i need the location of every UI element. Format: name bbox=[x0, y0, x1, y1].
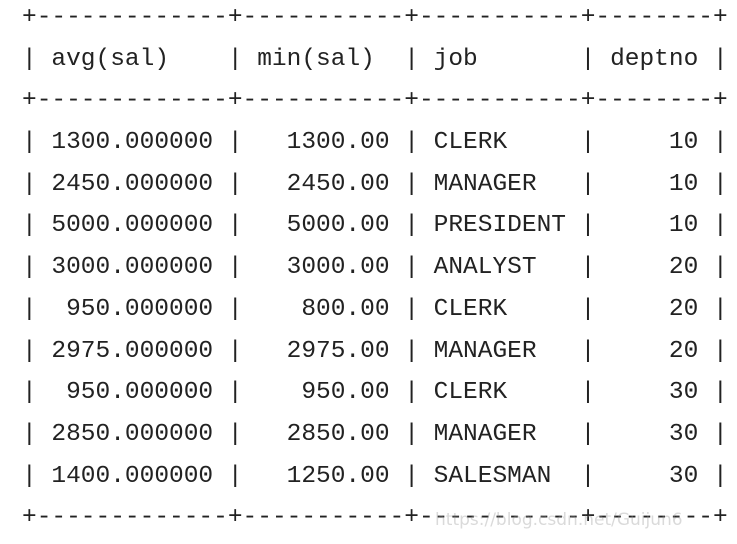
table-cell: 30 bbox=[668, 462, 699, 490]
table-cell: 20 bbox=[668, 254, 699, 282]
table-cell: 2975.00 bbox=[286, 337, 390, 365]
table-cell: 1300.00 bbox=[286, 129, 390, 157]
table-cell: 1250.00 bbox=[286, 462, 390, 490]
table-cell: 950.000000 bbox=[66, 379, 214, 407]
table-cell: job bbox=[433, 45, 478, 73]
table-cell: 3000.000000 bbox=[51, 254, 214, 282]
table-cell: MANAGER bbox=[433, 420, 537, 448]
table-row: | 1300.000000 | 1300.00 | CLERK | 10 | bbox=[22, 122, 728, 164]
table-row: | 2450.000000 | 2450.00 | MANAGER | 10 | bbox=[22, 164, 728, 206]
table-cell: 10 bbox=[668, 212, 699, 240]
table-cell: min(sal) bbox=[257, 45, 375, 73]
table-cell: 30 bbox=[668, 379, 699, 407]
table-cell: 10 bbox=[668, 170, 699, 198]
table-border: +-------------+-----------+-----------+-… bbox=[22, 504, 728, 532]
table-cell: 3000.00 bbox=[286, 254, 390, 282]
table-cell: 2450.000000 bbox=[51, 170, 214, 198]
table-border: +-------------+-----------+-----------+-… bbox=[22, 87, 728, 115]
table-cell: CLERK bbox=[433, 379, 508, 407]
table-cell: 2450.00 bbox=[286, 170, 390, 198]
table-cell: CLERK bbox=[433, 295, 508, 323]
table-cell: 950.00 bbox=[301, 379, 390, 407]
table-row: | 1400.000000 | 1250.00 | SALESMAN | 30 … bbox=[22, 456, 728, 498]
table-cell: 800.00 bbox=[301, 295, 390, 323]
table-row: | 2850.000000 | 2850.00 | MANAGER | 30 | bbox=[22, 414, 728, 456]
table-cell: 2975.000000 bbox=[51, 337, 214, 365]
table-cell: 30 bbox=[668, 420, 699, 448]
table-cell: 2850.000000 bbox=[51, 420, 214, 448]
table-cell: 5000.00 bbox=[286, 212, 390, 240]
table-cell: PRESIDENT bbox=[433, 212, 566, 240]
table-cell: avg(sal) bbox=[51, 45, 170, 73]
table-cell: 1300.000000 bbox=[51, 129, 214, 157]
table-cell: 20 bbox=[668, 337, 699, 365]
console-output: +-------------+-----------+-----------+-… bbox=[22, 0, 728, 539]
table-cell: ANALYST bbox=[433, 254, 537, 282]
table-row: | 2975.000000 | 2975.00 | MANAGER | 20 | bbox=[22, 331, 728, 373]
table-row: | 3000.000000 | 3000.00 | ANALYST | 20 | bbox=[22, 247, 728, 289]
table-header: | avg(sal) | min(sal) | job | deptno | bbox=[22, 39, 728, 81]
table-cell: MANAGER bbox=[433, 337, 537, 365]
table-cell: deptno bbox=[610, 45, 699, 73]
table-cell: 20 bbox=[668, 295, 699, 323]
table-cell: CLERK bbox=[433, 129, 508, 157]
table-cell: SALESMAN bbox=[433, 462, 552, 490]
table-border: +-------------+-----------+-----------+-… bbox=[22, 4, 728, 31]
table-cell: 950.000000 bbox=[66, 295, 214, 323]
table-cell: 1400.000000 bbox=[51, 462, 214, 490]
watermark: https://blog.csdn.net/Guijun6 bbox=[435, 510, 683, 530]
table-cell: 10 bbox=[668, 129, 699, 157]
table-row: | 5000.000000 | 5000.00 | PRESIDENT | 10… bbox=[22, 205, 728, 247]
table-cell: 2850.00 bbox=[286, 420, 390, 448]
table-cell: MANAGER bbox=[433, 170, 537, 198]
table-row: | 950.000000 | 800.00 | CLERK | 20 | bbox=[22, 289, 728, 331]
table-cell: 5000.000000 bbox=[51, 212, 214, 240]
table-row: | 950.000000 | 950.00 | CLERK | 30 | bbox=[22, 372, 728, 414]
